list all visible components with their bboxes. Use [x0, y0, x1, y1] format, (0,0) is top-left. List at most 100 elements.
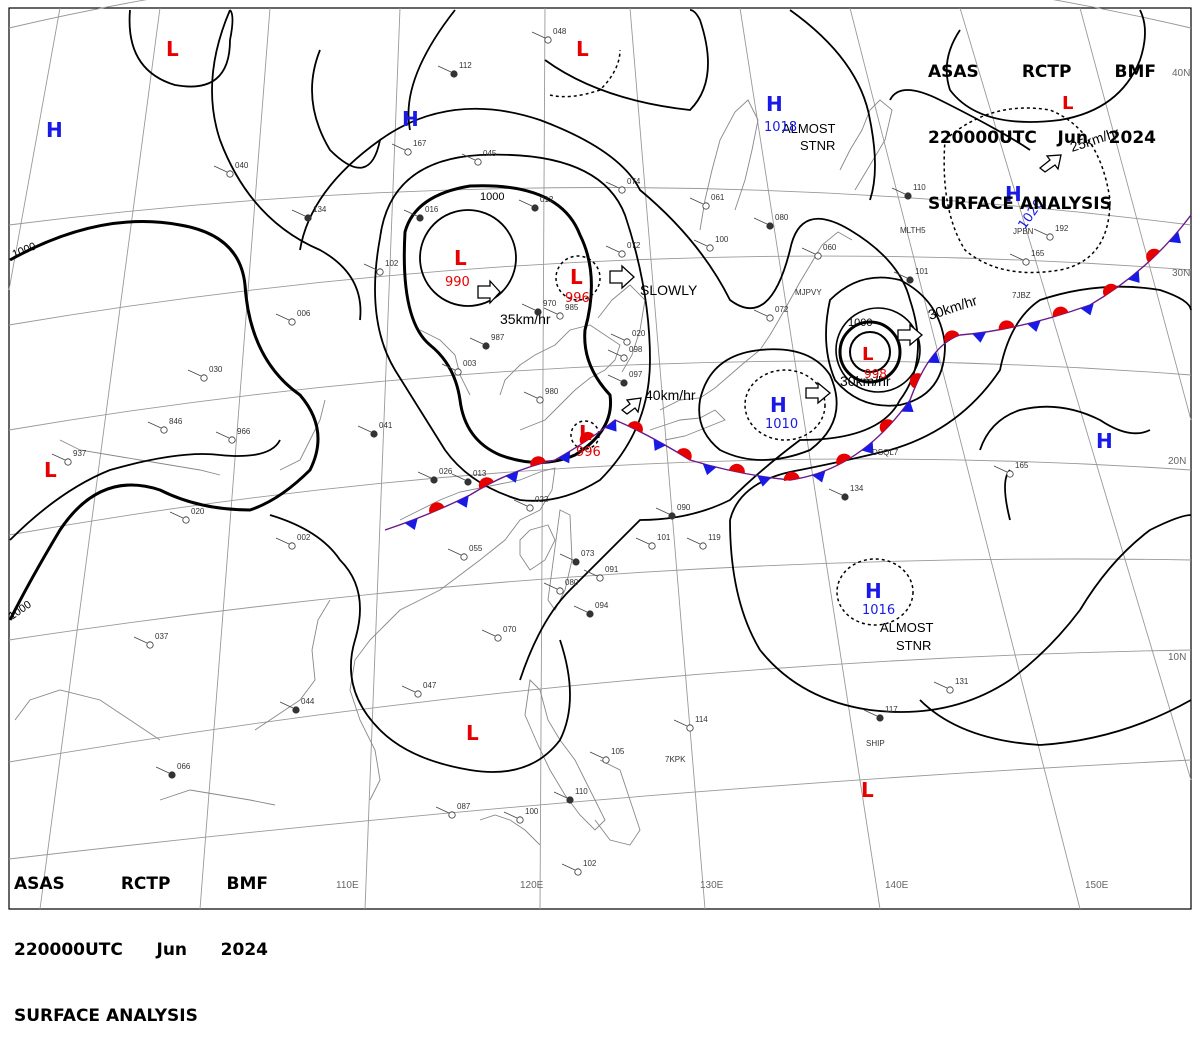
wind-barb	[589, 751, 604, 759]
status-label: STNR	[800, 138, 835, 153]
cold-front-symbol	[653, 438, 666, 451]
warm-front-symbol	[1103, 283, 1118, 297]
wind-barb	[993, 465, 1008, 473]
station-pressure: 101	[657, 533, 671, 542]
low-symbol: L	[466, 721, 479, 745]
speed-label: SLOWLY	[640, 282, 698, 298]
status-label: ALMOST	[880, 620, 934, 635]
movement-arrows	[477, 154, 1062, 415]
header-title: SURFACE ANALYSIS	[928, 194, 1112, 214]
wind-barb	[1009, 253, 1024, 261]
warm-front-symbol	[836, 453, 852, 466]
station-pressure: 003	[463, 359, 477, 368]
wind-barb	[147, 421, 162, 429]
status-labels: ALMOST STNR ALMOST STNR	[782, 121, 934, 653]
wind-barb	[513, 499, 528, 507]
station-marker	[304, 214, 312, 222]
station-marker	[460, 553, 468, 561]
wind-barb	[417, 471, 432, 479]
station-pressure: 045	[483, 149, 497, 158]
station-pressure: 020	[191, 507, 205, 516]
station-pressure: 985	[565, 303, 579, 312]
station-pressure: 165	[1031, 249, 1045, 258]
low-value: 996	[576, 445, 601, 460]
wind-barb	[391, 143, 406, 151]
station-codes: MLTH5 JPBN 7JBZ MJPVY DSQL7 7KPK SHIP	[665, 226, 1034, 764]
station-marker	[766, 314, 774, 322]
cold-front-symbol	[901, 400, 914, 413]
station-code: SHIP	[866, 739, 885, 748]
station-pressure: 087	[457, 802, 471, 811]
isobar-label: 1000	[480, 191, 504, 203]
station-code: DSQL7	[872, 448, 899, 457]
status-label: STNR	[896, 638, 931, 653]
station-pressure: 167	[413, 139, 427, 148]
low-symbol: L	[454, 246, 467, 270]
station-pressure: 047	[423, 681, 437, 690]
header-month: Jun	[156, 940, 188, 960]
lon-label: 120E	[520, 880, 544, 891]
station-pressure: 020	[632, 329, 646, 338]
station-pressure: 102	[583, 859, 597, 868]
station-marker	[146, 641, 154, 649]
low-centers: L L L L 990 L 996 L 996 L 998 L L L	[44, 37, 1073, 802]
station-marker	[404, 148, 412, 156]
station-pressure: 080	[775, 213, 789, 222]
low-symbol: L	[576, 37, 589, 61]
station-pressure: 006	[297, 309, 311, 318]
station-marker	[618, 186, 626, 194]
header-agency: ASAS	[928, 62, 979, 82]
station-marker	[430, 476, 438, 484]
low-symbol: L	[862, 344, 873, 365]
station-pressure: 073	[581, 549, 595, 558]
station-marker	[64, 458, 72, 466]
station-pressure: 846	[169, 417, 183, 426]
low-symbol: L	[44, 458, 57, 482]
station-pressure: 074	[627, 177, 641, 186]
station-pressure: 016	[425, 205, 439, 214]
cold-front-symbol	[757, 475, 772, 487]
high-value: 1010	[765, 417, 798, 432]
wind-barb	[437, 65, 452, 73]
wind-barb	[605, 181, 620, 189]
warm-front-symbol	[1052, 306, 1069, 318]
station-marker	[448, 811, 456, 819]
chart-header-top: ASAS RCTP BMF 220000UTC Jun 2024 SURFACE ANA…	[928, 17, 1156, 237]
high-symbol: H	[1005, 182, 1022, 206]
station-pressure: 134	[850, 484, 864, 493]
wind-barb	[215, 431, 230, 439]
weather-map: 1000 1000 1000 1000 35km/hr SLOWLY 40km/…	[6, 0, 1192, 910]
station-marker	[200, 374, 208, 382]
wind-barb	[610, 333, 625, 341]
station-marker	[536, 396, 544, 404]
station-pressure: 026	[439, 467, 453, 476]
station-marker	[586, 610, 594, 618]
wind-barb	[213, 165, 228, 173]
cold-front-symbol	[812, 470, 826, 483]
wind-barb	[441, 363, 456, 371]
header-title: SURFACE ANALYSIS	[14, 1006, 198, 1026]
station-pressure: 090	[677, 503, 691, 512]
station-marker	[1046, 233, 1054, 241]
station-pressure: 097	[629, 370, 643, 379]
warm-front-symbol	[676, 448, 692, 461]
station-code: MLTH5	[900, 226, 926, 235]
cold-front-symbol	[861, 441, 874, 454]
station-marker	[531, 204, 539, 212]
wind-barb	[169, 511, 184, 519]
header-year: 2024	[1108, 128, 1156, 148]
warm-front-symbol	[998, 320, 1015, 330]
station-marker	[574, 868, 582, 876]
wind-barb	[531, 31, 546, 39]
wind-barb	[543, 307, 558, 315]
station-code: 7JBZ	[1012, 291, 1031, 300]
wind-barb	[518, 199, 533, 207]
wind-barb	[863, 709, 878, 717]
station-marker	[876, 714, 884, 722]
station-pressure: 094	[595, 601, 609, 610]
status-label: ALMOST	[782, 121, 836, 136]
header-code: BMF	[226, 874, 269, 894]
station-marker	[620, 379, 628, 387]
station-marker	[450, 70, 458, 78]
station-marker	[376, 268, 384, 276]
